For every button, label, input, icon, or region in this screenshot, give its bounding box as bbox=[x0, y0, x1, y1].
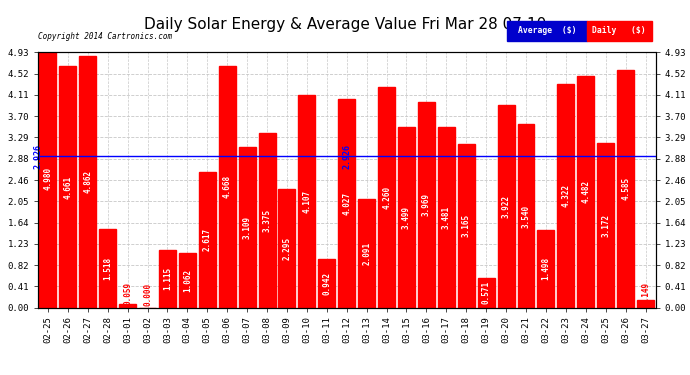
Text: 0.149: 0.149 bbox=[641, 282, 650, 305]
Bar bbox=[99, 229, 116, 308]
Text: 3.969: 3.969 bbox=[422, 193, 431, 216]
Text: Daily Solar Energy & Average Value Fri Mar 28 07:10: Daily Solar Energy & Average Value Fri M… bbox=[144, 17, 546, 32]
Bar bbox=[318, 259, 335, 308]
Bar bbox=[598, 143, 614, 308]
Text: 4.482: 4.482 bbox=[581, 180, 590, 203]
Text: 3.109: 3.109 bbox=[243, 216, 252, 238]
Bar bbox=[398, 126, 415, 308]
Bar bbox=[259, 133, 275, 308]
Text: 0.000: 0.000 bbox=[143, 284, 152, 306]
Bar bbox=[39, 50, 57, 308]
Bar bbox=[119, 304, 136, 307]
Text: 1.062: 1.062 bbox=[183, 268, 192, 292]
Bar bbox=[558, 84, 574, 308]
Bar bbox=[239, 147, 255, 308]
Text: 4.585: 4.585 bbox=[621, 177, 630, 201]
Text: 3.540: 3.540 bbox=[522, 204, 531, 228]
Bar bbox=[179, 253, 196, 308]
Text: 3.481: 3.481 bbox=[442, 206, 451, 229]
Bar bbox=[279, 189, 295, 308]
Bar bbox=[79, 56, 96, 308]
Bar bbox=[418, 102, 435, 308]
Text: 4.027: 4.027 bbox=[342, 192, 351, 215]
Text: 4.107: 4.107 bbox=[302, 190, 311, 213]
Text: 0.059: 0.059 bbox=[123, 282, 132, 305]
Text: 2.926: 2.926 bbox=[33, 144, 42, 169]
Text: 1.498: 1.498 bbox=[542, 257, 551, 280]
Bar bbox=[59, 66, 77, 308]
Text: 3.922: 3.922 bbox=[502, 195, 511, 217]
Text: 4.661: 4.661 bbox=[63, 176, 72, 198]
Bar bbox=[338, 99, 355, 308]
Bar bbox=[518, 124, 535, 308]
Text: 4.260: 4.260 bbox=[382, 186, 391, 209]
Bar bbox=[538, 230, 554, 308]
Bar bbox=[497, 105, 515, 308]
Text: 3.165: 3.165 bbox=[462, 214, 471, 237]
Bar bbox=[457, 144, 475, 308]
Text: 3.172: 3.172 bbox=[601, 214, 610, 237]
Bar bbox=[637, 300, 654, 307]
Text: 0.571: 0.571 bbox=[482, 281, 491, 304]
Text: 1.115: 1.115 bbox=[163, 267, 172, 290]
Text: 2.091: 2.091 bbox=[362, 242, 371, 265]
Text: 3.375: 3.375 bbox=[262, 209, 272, 232]
Text: 4.980: 4.980 bbox=[43, 167, 52, 190]
Bar bbox=[578, 76, 594, 307]
Text: 4.668: 4.668 bbox=[223, 175, 232, 198]
Text: 4.322: 4.322 bbox=[562, 184, 571, 207]
Bar bbox=[438, 128, 455, 308]
Text: 2.926: 2.926 bbox=[342, 144, 351, 169]
Text: Average  ($): Average ($) bbox=[518, 26, 576, 36]
Bar bbox=[378, 87, 395, 308]
Bar bbox=[199, 172, 216, 308]
Bar bbox=[298, 95, 315, 308]
Text: 1.518: 1.518 bbox=[104, 256, 112, 280]
Text: 0.942: 0.942 bbox=[322, 272, 331, 295]
Text: Daily   ($): Daily ($) bbox=[593, 26, 646, 36]
Text: 2.617: 2.617 bbox=[203, 228, 212, 251]
Bar bbox=[617, 70, 634, 308]
Text: Copyright 2014 Cartronics.com: Copyright 2014 Cartronics.com bbox=[38, 32, 172, 41]
Bar bbox=[159, 250, 176, 308]
Bar bbox=[219, 66, 236, 308]
Bar bbox=[477, 278, 495, 308]
Text: 4.862: 4.862 bbox=[83, 170, 92, 194]
Text: 3.499: 3.499 bbox=[402, 206, 411, 229]
Bar bbox=[358, 200, 375, 308]
Text: 2.295: 2.295 bbox=[282, 237, 291, 260]
